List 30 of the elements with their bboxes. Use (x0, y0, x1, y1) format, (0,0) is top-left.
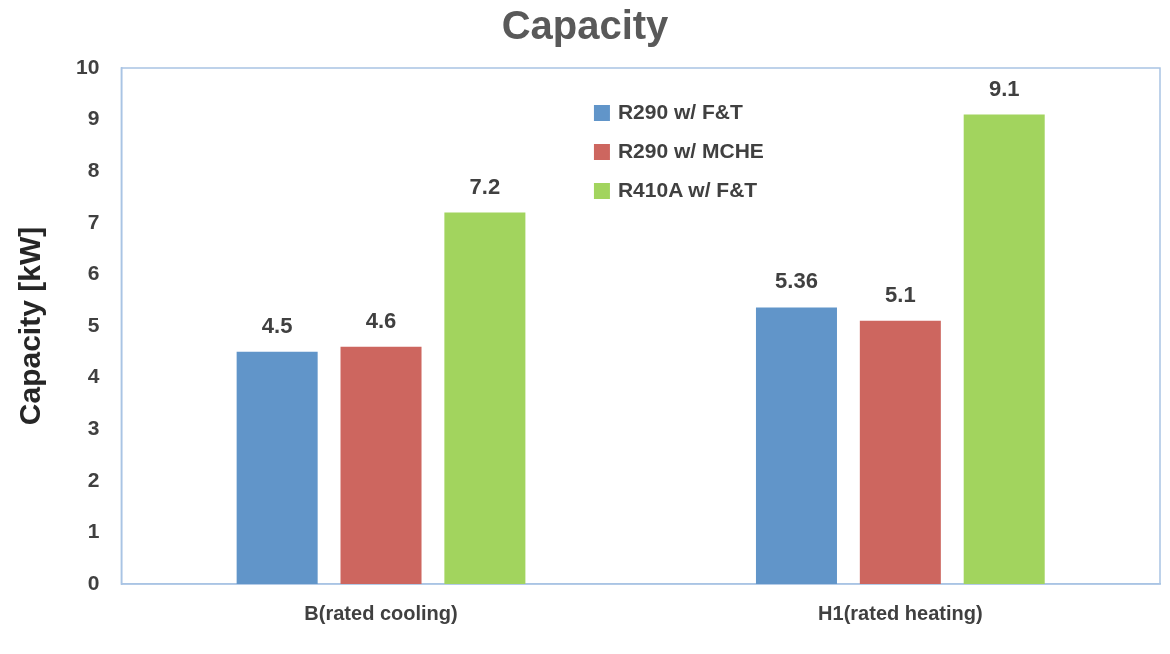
data-label: 5.1 (885, 281, 916, 307)
legend-label: R290 w/ F&T (617, 99, 743, 123)
data-label: 7.2 (469, 173, 501, 199)
data-label: 4.5 (261, 312, 293, 338)
bar (340, 346, 422, 584)
bar (859, 320, 941, 584)
y-tick-label: 4 (87, 364, 100, 388)
bar (755, 307, 837, 584)
bar (236, 351, 318, 584)
legend-label: R290 w/ MCHE (617, 138, 764, 162)
bar (444, 212, 526, 584)
y-axis-title: Capacity [kW] (13, 226, 47, 426)
y-tick-label: 3 (87, 416, 100, 439)
data-label: 4.6 (365, 307, 397, 333)
y-tick-label: 8 (87, 158, 100, 181)
y-tick-label: 5 (87, 312, 100, 336)
y-tick-label: 6 (87, 261, 100, 285)
data-label: 9.1 (988, 75, 1020, 101)
y-tick-label: 9 (87, 106, 100, 130)
legend-label: R410A w/ F&T (617, 177, 758, 201)
data-label: 5.36 (775, 268, 818, 294)
x-tick-label: B(rated cooling) (304, 601, 458, 624)
y-tick-label: 2 (87, 467, 100, 491)
chart-title: Capacity (501, 3, 670, 48)
y-tick-label: 10 (76, 54, 100, 78)
y-tick-label: 0 (87, 570, 100, 594)
bar (963, 114, 1045, 584)
y-tick-label: 7 (87, 209, 100, 233)
x-tick-label: H1(rated heating) (818, 601, 983, 624)
y-tick-label: 1 (87, 519, 100, 543)
